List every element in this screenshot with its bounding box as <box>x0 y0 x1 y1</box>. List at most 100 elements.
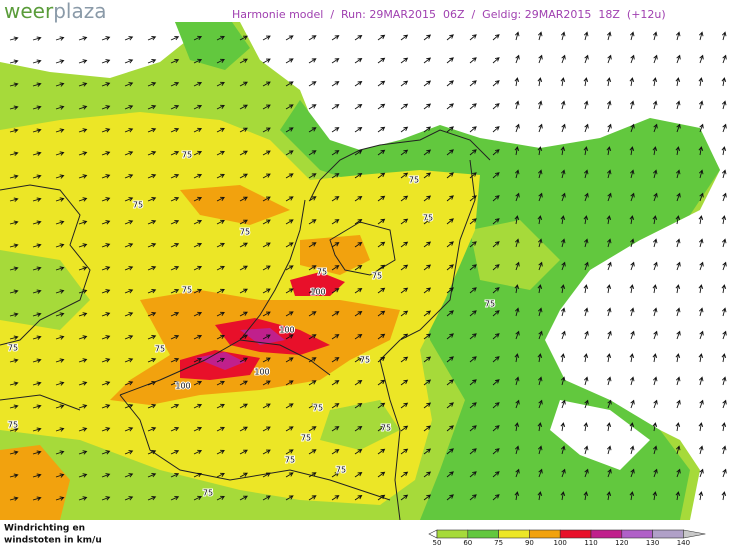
wind-arrow <box>331 196 340 202</box>
wind-arrow <box>492 471 500 478</box>
wind-arrow <box>469 425 477 432</box>
wind-arrow <box>9 82 19 87</box>
wind-arrow <box>101 105 111 110</box>
wind-arrow <box>583 422 589 432</box>
wind-arrow <box>721 146 727 156</box>
contour-label: 75 <box>360 356 370 365</box>
wind-arrow <box>78 496 88 501</box>
wind-arrow <box>193 173 203 179</box>
wind-arrow <box>216 35 225 41</box>
wind-arrow <box>699 123 704 133</box>
wind-arrow <box>492 57 500 64</box>
wind-arrow <box>653 192 658 202</box>
wind-arrow <box>331 242 340 248</box>
wind-arrow <box>377 310 386 317</box>
wind-arrow <box>423 471 432 478</box>
wind-arrow <box>606 445 612 455</box>
wind-arrow <box>584 192 589 202</box>
wind-arrow <box>78 312 88 317</box>
wind-arrow <box>170 104 180 110</box>
wind-arrow <box>170 380 180 386</box>
wind-arrow <box>331 472 340 478</box>
wind-arrow <box>607 330 612 340</box>
wind-arrow <box>331 173 340 179</box>
wind-arrow <box>101 59 111 64</box>
wind-arrow <box>652 215 658 225</box>
wind-arrow <box>331 357 340 363</box>
wind-arrow <box>124 404 134 409</box>
wind-arrow <box>124 289 134 294</box>
wind-arrow <box>331 104 340 110</box>
wind-arrow <box>423 57 432 64</box>
wind-arrow <box>400 448 409 455</box>
wind-arrow <box>170 265 180 271</box>
wind-arrow <box>469 471 477 478</box>
wind-arrow <box>216 288 225 294</box>
wind-arrow <box>469 402 477 409</box>
wind-arrow <box>560 31 566 41</box>
wind-arrow <box>78 151 88 156</box>
wind-arrow <box>32 289 42 294</box>
wind-arrow <box>492 425 500 432</box>
wind-arrow <box>446 287 454 294</box>
wind-arrow <box>170 311 180 317</box>
wind-arrow <box>492 149 500 156</box>
wind-arrow <box>583 100 589 110</box>
wind-arrow <box>377 241 386 248</box>
wind-arrow <box>607 468 612 478</box>
wind-arrow <box>239 357 248 363</box>
wind-arrow <box>78 427 88 432</box>
wind-arrow <box>606 238 612 248</box>
wind-arrow <box>147 473 157 478</box>
wind-arrow <box>630 468 635 478</box>
wind-arrow <box>101 381 111 386</box>
wind-arrow <box>721 491 727 501</box>
wind-arrow <box>262 242 271 248</box>
wind-arrow <box>629 100 635 110</box>
wind-arrow <box>676 261 681 271</box>
wind-arrow <box>308 150 317 156</box>
wind-arrow <box>101 473 111 478</box>
wind-arrow <box>630 192 635 202</box>
wind-arrow <box>377 379 386 386</box>
wind-arrow <box>78 59 88 64</box>
wind-arrow <box>606 100 612 110</box>
wind-arrow <box>239 288 248 294</box>
wind-arrow <box>583 169 589 179</box>
wind-arrow <box>239 380 248 386</box>
legend-swatch <box>559 529 592 539</box>
wind-arrow <box>193 219 203 225</box>
wind-arrow <box>124 243 134 248</box>
wind-arrow <box>55 427 65 432</box>
wind-arrow <box>308 242 317 248</box>
wind-arrow <box>216 380 225 386</box>
wind-arrow <box>170 35 180 41</box>
wind-arrow <box>653 123 658 133</box>
wind-arrow <box>239 150 248 156</box>
wind-arrow <box>583 376 589 386</box>
wind-arrow <box>55 289 65 294</box>
wind-arrow <box>239 403 248 409</box>
wind-arrow <box>216 173 225 179</box>
wind-arrow <box>423 34 432 41</box>
wind-arrow <box>354 448 363 455</box>
wind-arrow <box>55 197 65 202</box>
wind-arrow <box>538 330 543 340</box>
wind-arrow <box>78 174 88 179</box>
contour-label: 75 <box>372 272 382 281</box>
wind-arrow <box>193 104 203 110</box>
wind-arrow <box>101 220 111 225</box>
contour-label: 75 <box>133 201 143 210</box>
wind-arrow <box>538 54 543 64</box>
wind-arrow <box>446 471 454 478</box>
wind-arrow <box>239 35 248 41</box>
legend-tick-label: 60 <box>463 539 472 547</box>
wind-arrow <box>699 54 704 64</box>
wind-arrow <box>331 35 340 41</box>
wind-arrow <box>262 495 271 501</box>
wind-arrow <box>147 358 157 363</box>
wind-arrow <box>675 307 681 317</box>
wind-arrow <box>629 77 635 87</box>
wind-arrow <box>538 468 543 478</box>
wind-arrow <box>537 376 543 386</box>
